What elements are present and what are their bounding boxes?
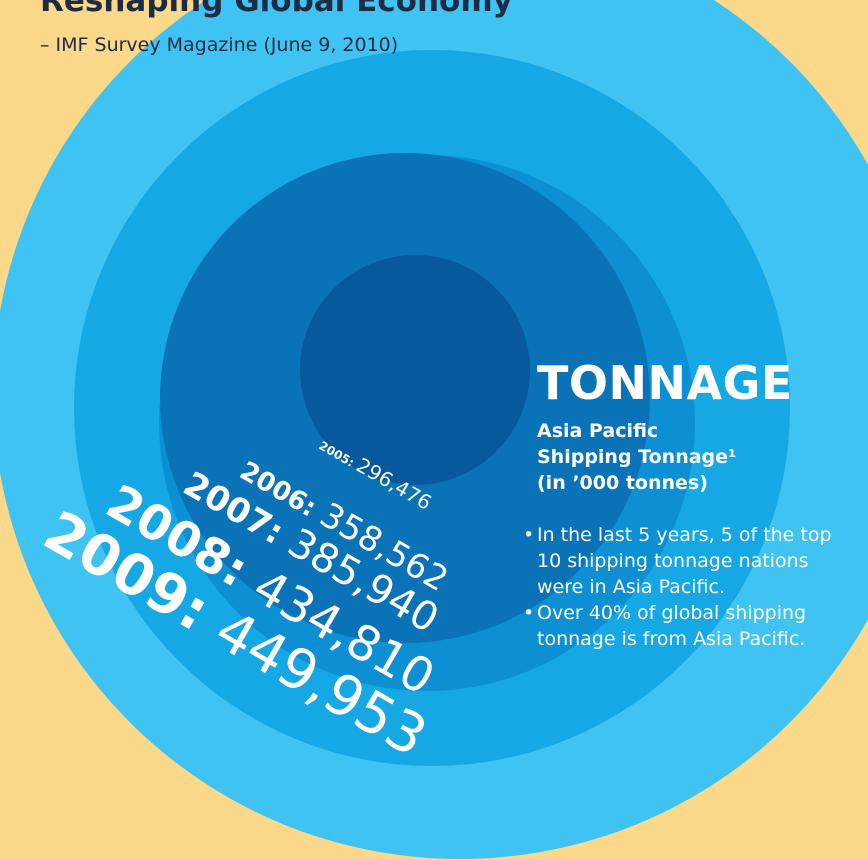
fact-item: Over 40% of global shipping tonnage is f… bbox=[519, 600, 857, 652]
panel-subtitle: Asia Pacific Shipping Tonnage¹ (in ’000 … bbox=[537, 418, 857, 496]
source-citation: – IMF Survey Magazine (June 9, 2010) bbox=[40, 34, 399, 56]
fact-list: In the last 5 years, 5 of the top 10 shi… bbox=[519, 522, 857, 652]
subtitle-line: Asia Pacific bbox=[537, 420, 659, 442]
fact-item: In the last 5 years, 5 of the top 10 shi… bbox=[519, 522, 857, 600]
subtitle-line: (in ’000 tonnes) bbox=[537, 472, 708, 494]
page-title: Reshaping Global Economy³” bbox=[40, 0, 526, 19]
tonnage-info-panel: TONNAGE Asia Pacific Shipping Tonnage¹ (… bbox=[523, 356, 857, 652]
ring-2005 bbox=[300, 255, 530, 485]
panel-title: TONNAGE bbox=[537, 356, 793, 410]
title-footnote-mark: ³” bbox=[513, 0, 526, 3]
subtitle-line: Shipping Tonnage¹ bbox=[537, 446, 737, 468]
